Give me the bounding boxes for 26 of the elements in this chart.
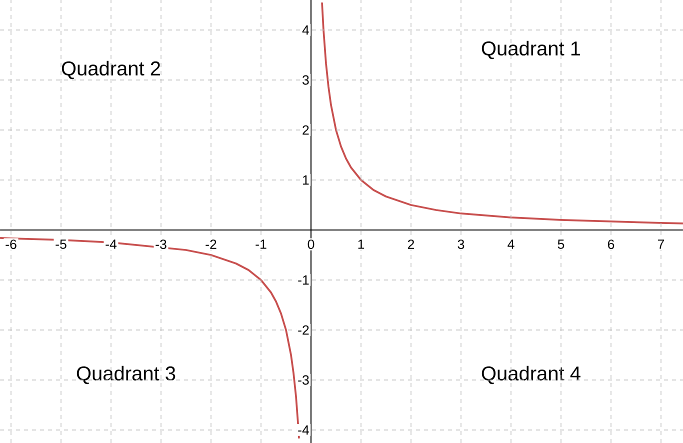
x-tick-label: -1 <box>256 240 266 249</box>
x-tick-label: 5 <box>558 240 564 249</box>
y-tick-label: -4 <box>298 425 310 435</box>
x-tick-label: -3 <box>156 240 166 250</box>
y-tick-label: 1 <box>303 175 309 185</box>
annotation: Quadrant 2 <box>62 60 160 80</box>
y-tick-label: -3 <box>298 375 309 385</box>
x-tick-label: 4 <box>508 240 514 249</box>
y-tick-label: 3 <box>302 75 309 85</box>
x-tick-label: 7 <box>658 240 664 249</box>
x-tick-label: -5 <box>56 240 66 249</box>
x-tick-label: -2 <box>206 240 216 249</box>
annotation: Quadrant 3 <box>76 366 176 384</box>
y-tick-label: -1 <box>298 275 309 285</box>
y-tick-label: 2 <box>302 125 309 135</box>
x-tick-label: -4 <box>106 240 117 249</box>
x-tick-label: 3 <box>458 240 464 250</box>
x-tick-label: 1 <box>358 240 364 249</box>
annotation: Quadrant 4 <box>482 366 580 384</box>
x-tick-label: 0 <box>308 240 314 250</box>
y-tick-label: 4 <box>302 25 310 35</box>
x-tick-label: 6 <box>608 240 614 250</box>
annotation: Quadrant 1 <box>482 40 580 60</box>
x-tick-label: -6 <box>6 240 16 250</box>
x-tick-label: 2 <box>408 240 414 249</box>
y-tick-label: -2 <box>298 325 309 335</box>
